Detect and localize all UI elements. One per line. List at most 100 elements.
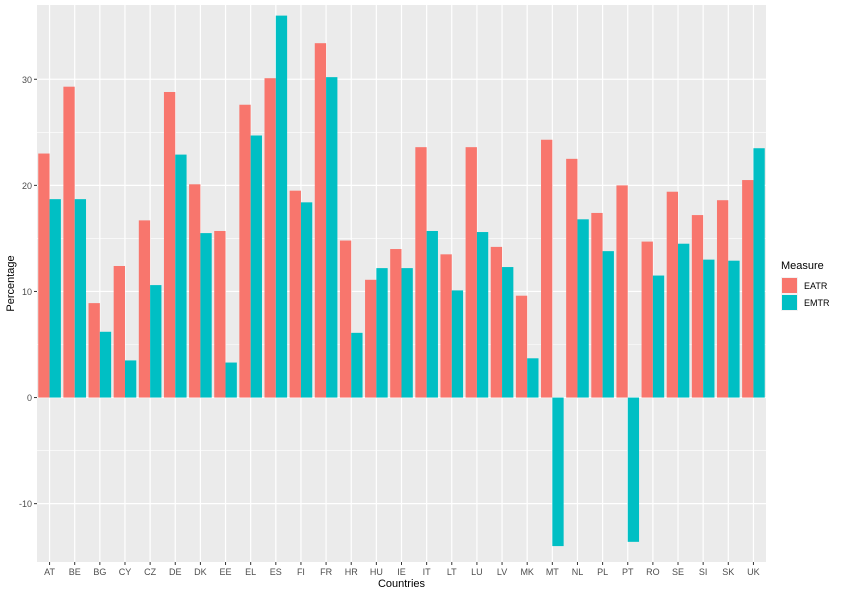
x-tick-label: RO [646,567,660,577]
y-tick-label: 20 [22,181,32,191]
bar-emtr-ee [225,362,237,398]
x-tick-label: EE [220,567,232,577]
x-tick-label: LU [471,567,483,577]
bar-emtr-si [703,259,715,398]
y-axis: -10 0 10 20 30 [19,75,37,509]
x-axis: AT BE BG CY CZ DE DK EE EL ES FI FR HR HU IE IT LT LU LV MK… [44,562,760,577]
legend-swatch-eatr [782,278,797,293]
bar-emtr-ie [401,268,413,398]
bar-eatr-bg [88,303,100,398]
x-tick-label: SI [699,567,708,577]
x-tick-label: LV [497,567,507,577]
x-tick-label: ES [270,567,282,577]
y-tick-label: 30 [22,75,32,85]
bar-eatr-ro [641,241,653,398]
x-tick-label: LT [447,567,457,577]
bar-eatr-pl [591,212,603,398]
y-tick-label: 0 [27,393,32,403]
x-tick-label: CY [119,567,132,577]
x-tick-label: DK [194,567,207,577]
x-tick-label: IT [423,567,432,577]
bar-eatr-pt [616,185,628,398]
bar-emtr-fi [300,202,313,398]
bar-emtr-be [74,199,87,398]
legend: Measure EATR EMTR [781,260,830,311]
bar-eatr-lv [490,246,503,398]
legend-label-emtr: EMTR [804,298,830,308]
bar-emtr-es [275,15,288,398]
bar-eatr-dk [189,184,201,398]
bar-emtr-el [250,135,262,398]
bar-emtr-dk [200,233,212,398]
bar-eatr-si [691,215,704,398]
bar-eatr-hu [365,279,377,398]
x-tick-label: SE [672,567,684,577]
bar-emtr-se [678,243,690,398]
bar-eatr-de [163,91,176,398]
bar-eatr-ie [390,249,402,398]
x-tick-label: PT [622,567,634,577]
x-tick-label: SK [722,567,734,577]
bar-eatr-cy [113,265,125,398]
x-tick-label: MK [520,567,534,577]
x-tick-label: FR [320,567,332,577]
x-tick-label: PL [597,567,608,577]
bar-eatr-cz [138,220,151,398]
bar-eatr-lu [465,147,477,398]
bar-eatr-mt [541,139,553,398]
bar-emtr-pt [627,397,640,542]
x-tick-label: BE [69,567,81,577]
x-tick-label: NL [572,567,584,577]
bar-emtr-ro [652,275,665,398]
bar-emtr-de [175,154,187,398]
bar-eatr-se [666,191,679,398]
bar-eatr-mk [515,295,528,398]
x-tick-label: UK [747,567,760,577]
bar-eatr-el [239,104,251,398]
bar-emtr-hu [376,268,388,398]
bar-emtr-fr [326,77,338,398]
legend-title: Measure [781,260,824,272]
x-tick-label: EL [245,567,256,577]
x-tick-label: HR [345,567,358,577]
bar-emtr-sk [728,260,740,398]
bar-emtr-mt [552,397,564,547]
x-tick-label: DE [169,567,182,577]
x-tick-label: HU [370,567,383,577]
bar-eatr-sk [716,200,729,398]
bar-eatr-at [38,153,50,398]
bar-eatr-be [63,86,75,398]
bar-emtr-bg [99,331,112,398]
bars-group [38,15,765,547]
x-tick-label: BG [93,567,106,577]
bar-emtr-lu [476,232,489,398]
legend-label-eatr: EATR [804,281,828,291]
bar-eatr-hr [339,240,352,398]
bar-emtr-it [426,230,438,398]
x-tick-label: FI [297,567,305,577]
bar-emtr-cz [150,285,162,398]
y-tick-label: -10 [19,499,32,509]
x-tick-label: IE [397,567,406,577]
bar-eatr-fr [314,43,327,398]
bar-eatr-es [264,78,276,398]
x-axis-label: Countries [378,578,426,590]
bar-emtr-lt [451,290,464,398]
bar-emtr-uk [753,148,765,398]
y-axis-label: Percentage [5,255,17,311]
bar-eatr-lt [440,254,452,398]
bar-eatr-it [415,147,427,398]
legend-swatch-emtr [782,295,797,310]
bar-eatr-uk [742,180,754,398]
x-tick-label: AT [44,567,55,577]
bar-eatr-ee [214,230,226,398]
bar-emtr-cy [124,360,137,398]
x-tick-label: MT [546,567,559,577]
bar-eatr-nl [566,158,578,398]
bar-emtr-hr [351,332,363,398]
bar-eatr-fi [289,190,301,398]
bar-emtr-mk [527,358,539,398]
bar-emtr-at [49,199,61,398]
